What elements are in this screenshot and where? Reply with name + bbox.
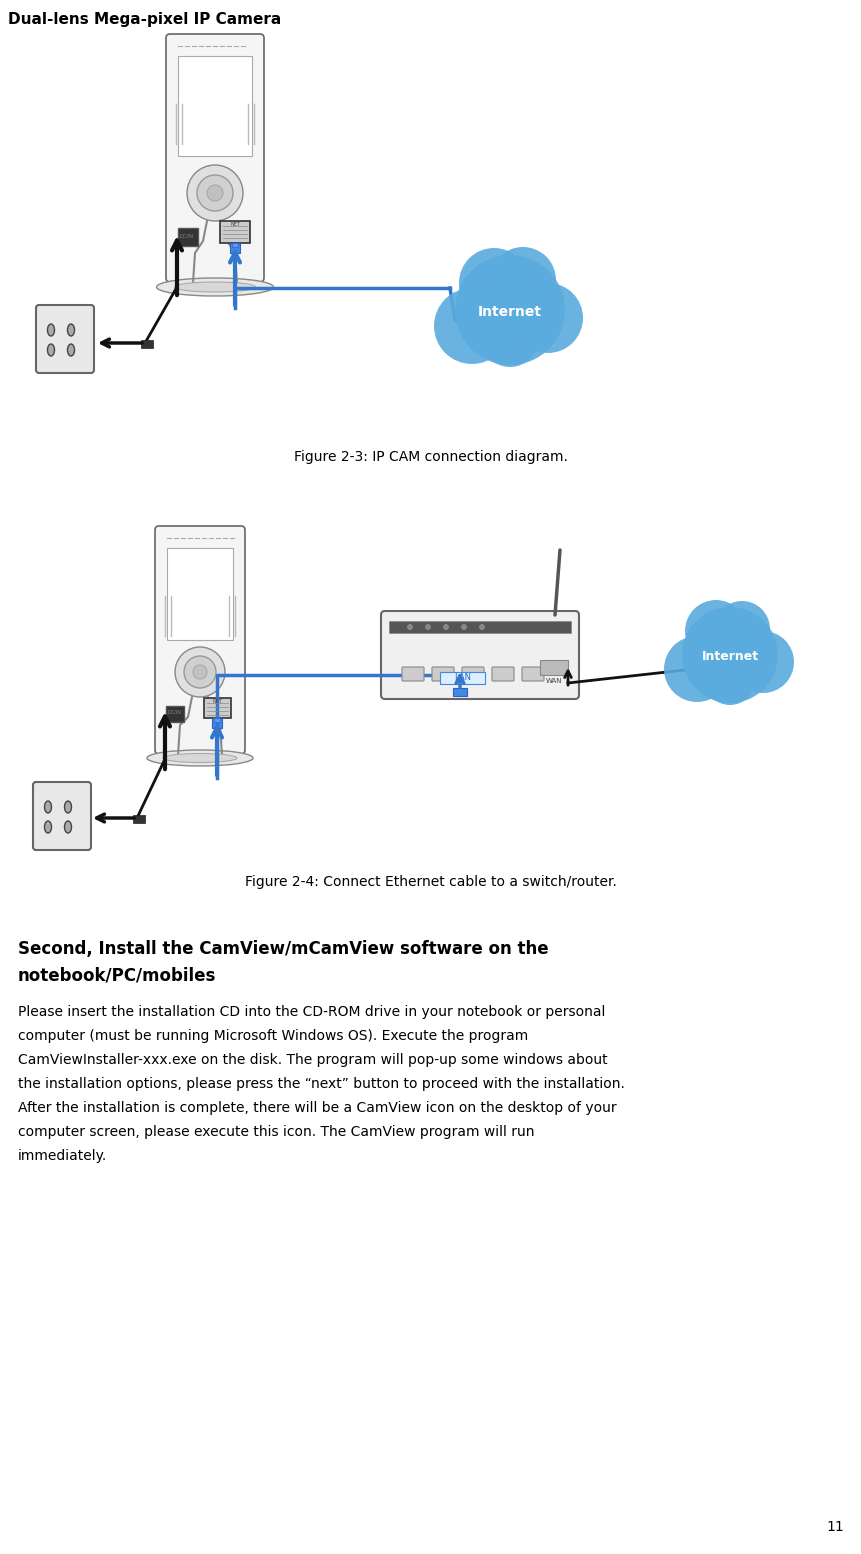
Circle shape <box>433 287 510 364</box>
Bar <box>177 228 198 246</box>
Bar <box>453 688 467 696</box>
Text: After the installation is complete, there will be a CamView icon on the desktop : After the installation is complete, ther… <box>18 1100 616 1116</box>
Circle shape <box>489 247 555 312</box>
FancyBboxPatch shape <box>155 525 245 754</box>
Circle shape <box>193 665 207 679</box>
FancyBboxPatch shape <box>431 667 454 681</box>
Circle shape <box>663 636 729 702</box>
Bar <box>177 56 251 155</box>
Circle shape <box>731 631 793 693</box>
Circle shape <box>461 625 467 629</box>
Text: the installation options, please press the “next” button to proceed with the ins: the installation options, please press t… <box>18 1077 624 1091</box>
Ellipse shape <box>67 323 74 336</box>
Text: NET: NET <box>212 699 221 704</box>
Ellipse shape <box>174 281 255 292</box>
Text: LAN: LAN <box>454 673 471 682</box>
Ellipse shape <box>147 751 253 766</box>
Bar <box>214 718 220 723</box>
Text: CamViewInstaller-xxx.exe on the disk. The program will pop-up some windows about: CamViewInstaller-xxx.exe on the disk. Th… <box>18 1054 607 1068</box>
FancyBboxPatch shape <box>461 667 483 681</box>
FancyBboxPatch shape <box>166 34 263 281</box>
Circle shape <box>713 601 769 657</box>
Text: immediately.: immediately. <box>18 1148 107 1162</box>
Circle shape <box>512 283 582 353</box>
Circle shape <box>175 646 225 698</box>
FancyBboxPatch shape <box>492 667 513 681</box>
Circle shape <box>424 625 430 629</box>
Text: DC/IN: DC/IN <box>180 233 194 238</box>
Ellipse shape <box>157 278 273 295</box>
FancyBboxPatch shape <box>33 782 91 850</box>
Ellipse shape <box>65 821 71 833</box>
Bar <box>167 549 232 640</box>
Circle shape <box>443 625 449 629</box>
FancyBboxPatch shape <box>36 305 94 373</box>
Text: Internet: Internet <box>701 651 758 664</box>
Circle shape <box>458 249 529 319</box>
Text: Please insert the installation CD into the CD-ROM drive in your notebook or pers: Please insert the installation CD into t… <box>18 1005 604 1019</box>
Bar <box>141 340 152 348</box>
Ellipse shape <box>47 323 54 336</box>
FancyBboxPatch shape <box>401 667 424 681</box>
Circle shape <box>681 608 777 702</box>
Text: computer screen, please execute this icon. The CamView program will run: computer screen, please execute this ico… <box>18 1125 534 1139</box>
Circle shape <box>703 653 755 706</box>
Circle shape <box>207 185 223 200</box>
Text: notebook/PC/mobiles: notebook/PC/mobiles <box>18 967 216 984</box>
Text: NET: NET <box>230 222 239 227</box>
Bar <box>204 698 231 718</box>
Text: computer (must be running Microsoft Windows OS). Execute the program: computer (must be running Microsoft Wind… <box>18 1029 528 1043</box>
Circle shape <box>480 308 539 367</box>
Text: Internet: Internet <box>478 305 542 319</box>
Bar <box>439 671 485 684</box>
Circle shape <box>406 625 412 629</box>
Bar <box>539 660 567 674</box>
Bar <box>388 622 570 632</box>
Ellipse shape <box>45 821 52 833</box>
Bar <box>212 718 222 727</box>
Circle shape <box>479 625 485 629</box>
Bar <box>220 221 250 242</box>
Ellipse shape <box>163 754 237 763</box>
Bar <box>232 242 238 247</box>
Text: Second, Install the CamView/mCamView software on the: Second, Install the CamView/mCamView sof… <box>18 940 548 957</box>
Circle shape <box>455 255 564 365</box>
Bar <box>230 242 239 253</box>
Circle shape <box>684 600 746 662</box>
Text: DC/IN: DC/IN <box>168 709 182 713</box>
Circle shape <box>197 176 232 211</box>
FancyBboxPatch shape <box>381 611 579 699</box>
Ellipse shape <box>45 800 52 813</box>
Circle shape <box>187 165 243 221</box>
Ellipse shape <box>67 343 74 356</box>
Text: Dual-lens Mega-pixel IP Camera: Dual-lens Mega-pixel IP Camera <box>8 12 281 26</box>
FancyBboxPatch shape <box>522 667 543 681</box>
Bar <box>133 814 145 824</box>
Ellipse shape <box>65 800 71 813</box>
Circle shape <box>183 656 216 688</box>
Text: 11: 11 <box>826 1520 843 1534</box>
Ellipse shape <box>47 343 54 356</box>
Text: Figure 2-3: IP CAM connection diagram.: Figure 2-3: IP CAM connection diagram. <box>294 451 567 465</box>
Bar <box>166 706 183 723</box>
Text: WAN: WAN <box>545 678 561 684</box>
Text: Figure 2-4: Connect Ethernet cable to a switch/router.: Figure 2-4: Connect Ethernet cable to a … <box>245 875 616 889</box>
